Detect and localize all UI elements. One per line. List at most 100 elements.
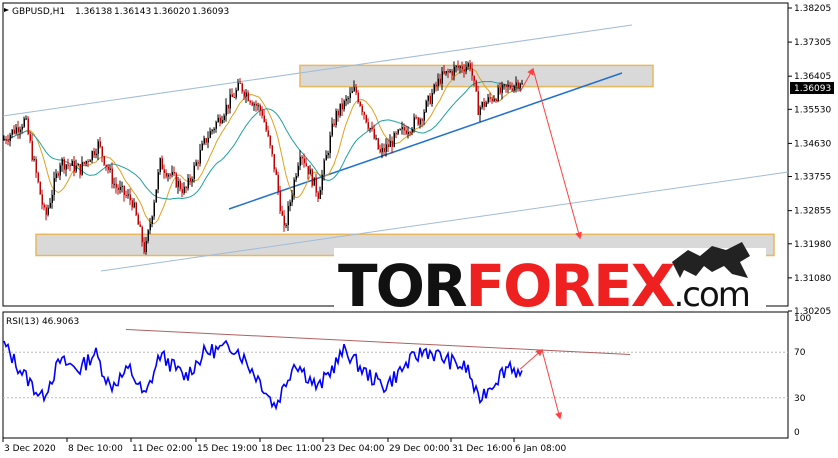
forecast-arrow-down xyxy=(532,68,582,240)
channel-lower-line xyxy=(100,171,789,272)
candle-body xyxy=(409,131,411,133)
candle-body xyxy=(353,87,355,92)
candle-body xyxy=(465,66,467,72)
candle-body xyxy=(225,104,227,116)
candle-body xyxy=(399,129,401,131)
candle-body xyxy=(19,129,21,133)
candle-body xyxy=(211,129,213,132)
candle-body xyxy=(285,225,287,227)
candle-body xyxy=(57,173,59,176)
candle-body xyxy=(131,200,133,208)
candle-body xyxy=(289,202,291,206)
candle-body xyxy=(67,164,69,166)
candle-body xyxy=(65,164,67,170)
candle-body xyxy=(27,118,29,135)
moving-averages xyxy=(3,68,523,225)
candle-body xyxy=(283,215,285,226)
candle-body xyxy=(157,172,159,190)
rsi-tick-label: 100 xyxy=(794,314,811,324)
candle-body xyxy=(15,127,17,134)
candle-body xyxy=(387,144,389,148)
candle-body xyxy=(149,223,151,231)
rsi-arrows xyxy=(519,348,562,420)
candle-body xyxy=(261,110,263,116)
candle-body xyxy=(499,87,501,93)
candle-body xyxy=(111,168,113,184)
candle-body xyxy=(189,178,191,182)
time-tick-label: 11 Dec 02:00 xyxy=(132,444,193,454)
candle-body xyxy=(327,153,329,156)
price-tick-label: 1.34630 xyxy=(794,139,831,149)
candle-body xyxy=(85,161,87,164)
candle-body xyxy=(17,127,19,133)
candle-body xyxy=(153,202,155,217)
candle-body xyxy=(309,169,311,175)
candle-body xyxy=(49,202,51,208)
candle-body xyxy=(267,130,269,136)
candle-body xyxy=(185,186,187,189)
candle-body xyxy=(511,88,513,91)
candle-body xyxy=(251,102,253,106)
candle-body xyxy=(21,126,23,130)
candle-body xyxy=(521,83,523,85)
candle-body xyxy=(147,230,149,242)
candle-body xyxy=(277,174,279,192)
price-tick-label: 1.31080 xyxy=(794,274,831,284)
time-tick-label: 6 Jan 08:00 xyxy=(515,444,567,454)
candle-body xyxy=(449,71,451,73)
watermark-text: TORFOREX.com xyxy=(338,252,749,320)
candle-body xyxy=(191,178,193,182)
candle-body xyxy=(425,101,427,112)
candle-body xyxy=(187,178,189,189)
candle-body xyxy=(483,102,485,107)
watermark: TORFOREX.com xyxy=(334,242,766,320)
candle-body xyxy=(443,71,445,74)
candles xyxy=(3,59,523,255)
candle-body xyxy=(417,117,419,125)
candle-body xyxy=(63,159,65,170)
candle-body xyxy=(199,150,201,164)
candle-body xyxy=(349,92,351,99)
candle-body xyxy=(193,165,195,179)
candle-body xyxy=(369,128,371,130)
rsi-label: RSI(13) 46.9063 xyxy=(6,317,79,327)
price-tick-label: 1.32855 xyxy=(794,207,831,217)
candle-body xyxy=(467,63,469,67)
candle-body xyxy=(253,103,255,106)
candle-body xyxy=(105,164,107,167)
time-tick-label: 8 Dec 10:00 xyxy=(68,444,123,454)
candle-body xyxy=(355,87,357,93)
candle-body xyxy=(519,83,521,88)
candle-body xyxy=(481,102,483,108)
candle-body xyxy=(463,69,465,72)
candle-body xyxy=(343,100,345,110)
candle-body xyxy=(245,92,247,97)
candle-body xyxy=(51,194,53,203)
candle-body xyxy=(175,173,177,188)
candle-body xyxy=(219,117,221,124)
rsi-tick-label: 70 xyxy=(794,348,806,358)
rsi-lines xyxy=(3,328,631,411)
candle-body xyxy=(203,138,205,144)
candle-body xyxy=(59,165,61,176)
candle-body xyxy=(217,117,219,123)
candle-body xyxy=(347,98,349,100)
candle-body xyxy=(329,135,331,154)
candle-body xyxy=(37,172,39,182)
rsi-grid xyxy=(3,351,788,399)
candle-body xyxy=(257,105,259,107)
candle-body xyxy=(61,159,63,166)
candle-body xyxy=(165,172,167,177)
price-tick-label: 1.35530 xyxy=(794,105,831,115)
rsi-trendline xyxy=(125,328,631,355)
ohlc-high: 1.36143 xyxy=(114,7,151,17)
candle-body xyxy=(457,65,459,68)
candle-body xyxy=(475,80,477,92)
price-axis: 1.38205 1.37305 1.36405 1.35530 1.34630 1.337… xyxy=(788,4,834,317)
candle-body xyxy=(47,207,49,215)
watermark-com: .com xyxy=(673,275,748,315)
candle-body xyxy=(197,162,199,164)
candle-body xyxy=(93,151,95,156)
forecast-arrow-up xyxy=(519,67,534,93)
